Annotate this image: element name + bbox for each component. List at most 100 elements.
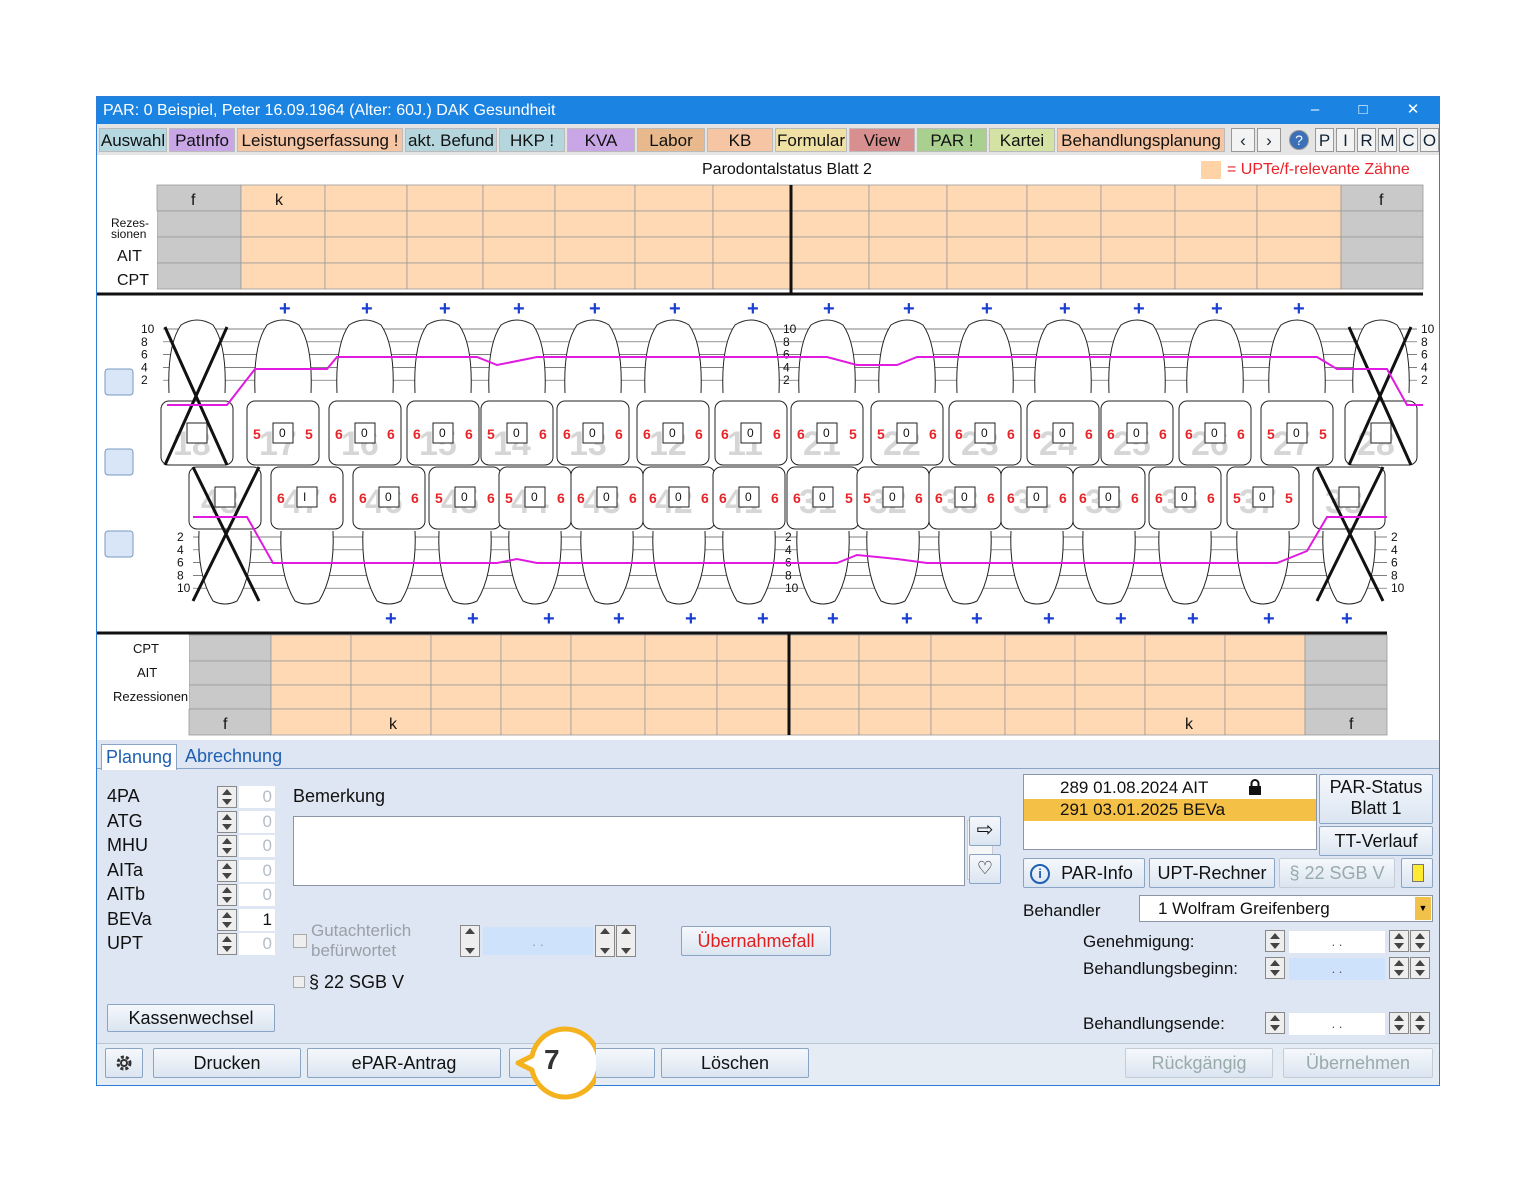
scale-label: 2 (1421, 373, 1428, 387)
chevron-down-icon[interactable]: ▼ (1415, 897, 1431, 920)
menu-tab[interactable]: Formular (775, 128, 847, 152)
code-value[interactable]: 0 (239, 786, 275, 808)
menu-letter-button[interactable]: R (1357, 128, 1376, 152)
menu-letter-button[interactable]: M (1378, 128, 1397, 152)
menu-tab[interactable]: Leistungserfassung ! (237, 128, 403, 152)
upper-cell (554, 236, 636, 264)
menu-letter-button[interactable]: P (1315, 128, 1334, 152)
date-stepper[interactable] (1265, 930, 1285, 952)
date-stepper[interactable] (1389, 930, 1409, 952)
upt-rechner-button[interactable]: UPT-Rechner (1149, 858, 1275, 888)
code-stepper[interactable] (217, 835, 237, 857)
mobility: 0 (603, 490, 610, 504)
drucken-button[interactable]: Drucken (153, 1048, 301, 1078)
nav-left-icon[interactable]: ‹ (1231, 128, 1255, 152)
menu-tab[interactable]: Labor (637, 128, 705, 152)
date-field[interactable]: . . (1289, 958, 1385, 980)
menu-tab[interactable]: Behandlungsplanung (1057, 128, 1225, 152)
code-stepper[interactable] (217, 859, 237, 882)
mobility: 0 (1259, 490, 1266, 504)
tab-abrechnung[interactable]: Abrechnung (185, 746, 283, 766)
menu-tab[interactable]: KVA (567, 128, 635, 152)
epar-antrag-button[interactable]: ePAR-Antrag (307, 1048, 501, 1078)
code-value[interactable]: 0 (239, 859, 275, 882)
menu-letter-button[interactable]: I (1336, 128, 1355, 152)
upper-cell (324, 262, 408, 290)
gutachterlich-spin[interactable] (460, 925, 480, 957)
uebernahmefall-button[interactable]: Übernahmefall (681, 926, 831, 956)
behandler-select[interactable]: 1 Wolfram Greifenberg ▼ (1139, 895, 1433, 922)
bemerkung-textarea[interactable] (293, 816, 965, 886)
close-button[interactable]: ✕ (1406, 101, 1420, 118)
code-value[interactable]: 0 (239, 884, 275, 906)
gutachterlich-spin-2a[interactable] (595, 925, 615, 957)
minimize-button[interactable]: – (1310, 101, 1320, 118)
menu-tab[interactable]: Kartei (989, 128, 1055, 152)
kassenwechsel-button[interactable]: Kassenwechsel (107, 1004, 275, 1032)
menu-tab[interactable]: akt. Befund (405, 128, 497, 152)
code-stepper[interactable] (217, 933, 237, 955)
loeschen-button[interactable]: Löschen (661, 1048, 809, 1078)
date-stepper[interactable] (1389, 957, 1409, 979)
upper-cell (1026, 262, 1102, 290)
code-stepper[interactable] (217, 786, 237, 808)
date-field[interactable]: . . (1289, 1013, 1385, 1035)
tab-planung[interactable]: Planung (101, 744, 178, 770)
sgb-checkbox[interactable] (293, 976, 305, 988)
lower-cell (644, 634, 718, 662)
date-stepper[interactable] (1389, 1012, 1409, 1034)
nav-right-icon[interactable]: › (1257, 128, 1281, 152)
mobility: 0 (669, 426, 676, 440)
menu-tab[interactable]: PatInfo (169, 128, 235, 152)
date-stepper[interactable] (1410, 930, 1430, 952)
par-status-button[interactable]: PAR-Status Blatt 1 (1319, 774, 1433, 824)
date-stepper[interactable] (1410, 1012, 1430, 1034)
gutachterlich-date[interactable]: . . (483, 927, 593, 955)
sgb-button[interactable]: § 22 SGB V (1279, 858, 1395, 888)
row-label: AIT (137, 665, 157, 680)
code-value[interactable]: 0 (239, 835, 275, 857)
help-icon[interactable]: ? (1289, 130, 1309, 150)
code-value[interactable]: 0 (239, 933, 275, 955)
pocket-depth: 6 (1185, 426, 1193, 442)
plus-icon: + (901, 608, 913, 630)
par-info-button[interactable]: PAR-Info (1023, 858, 1145, 888)
scale-label: 4 (141, 360, 148, 374)
code-stepper[interactable] (217, 884, 237, 906)
menu-letter-button[interactable]: O (1420, 128, 1439, 152)
lower-cell (350, 708, 432, 736)
menu-letter-button[interactable]: C (1399, 128, 1418, 152)
code-value[interactable]: 0 (239, 810, 275, 833)
pocket-depth: 6 (987, 490, 995, 506)
date-field[interactable]: . . (1289, 931, 1385, 953)
date-stepper[interactable] (1410, 957, 1430, 979)
tooth-icon[interactable]: ♡ (969, 854, 1001, 884)
history-item[interactable]: 289 01.08.2024 AIT (1024, 777, 1316, 799)
extraction-cross (1347, 326, 1413, 466)
uebernehmen-button[interactable]: Übernehmen (1283, 1048, 1433, 1078)
arrow-right-icon[interactable]: ⇨ (969, 816, 1001, 846)
gutachterlich-checkbox[interactable] (293, 934, 307, 948)
menu-tab[interactable]: PAR ! (917, 128, 987, 152)
note-icon[interactable] (1401, 858, 1433, 888)
maximize-button[interactable]: □ (1358, 101, 1368, 118)
rueckgaengig-button[interactable]: Rückgängig (1125, 1048, 1273, 1078)
history-item[interactable]: 291 03.01.2025 BEVa (1024, 799, 1316, 821)
lower-cell (430, 660, 502, 686)
menu-tab[interactable]: HKP ! (499, 128, 565, 152)
settings-gear-icon[interactable] (105, 1048, 143, 1078)
mobility: 0 (461, 490, 468, 504)
tooth-center (506, 422, 528, 444)
code-stepper[interactable] (217, 908, 237, 931)
menu-tab[interactable]: KB (707, 128, 773, 152)
pocket-depth: 6 (719, 490, 727, 506)
code-value[interactable]: 1 (239, 908, 275, 931)
menu-tab[interactable]: Auswahl (99, 128, 167, 152)
date-stepper[interactable] (1265, 957, 1285, 979)
gutachterlich-spin-2b[interactable] (616, 925, 636, 957)
date-stepper[interactable] (1265, 1012, 1285, 1034)
menu-tab[interactable]: View (849, 128, 915, 152)
code-stepper[interactable] (217, 810, 237, 833)
plus-icon: + (589, 298, 601, 320)
tt-verlauf-button[interactable]: TT-Verlauf (1319, 826, 1433, 856)
